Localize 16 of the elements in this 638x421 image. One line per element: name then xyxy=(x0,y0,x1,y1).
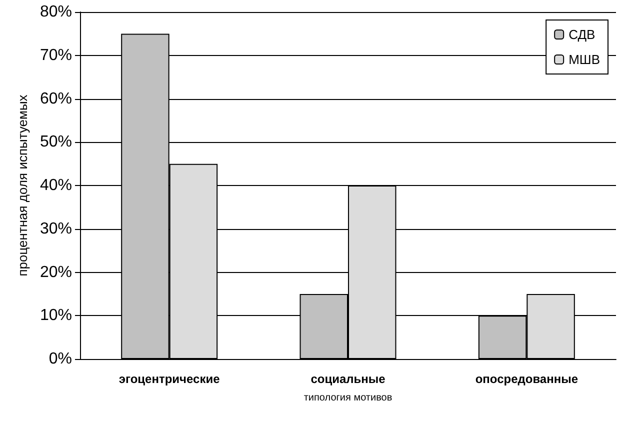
y-tick-label: 50% xyxy=(40,134,72,151)
y-tick-label: 30% xyxy=(40,220,72,238)
x-axis-title: типология мотивов xyxy=(304,392,392,404)
x-tick-label: эгоцентрические xyxy=(118,372,220,386)
legend-label: МШВ xyxy=(568,52,600,67)
y-tick-label: 80% xyxy=(40,4,72,20)
x-tick-label: опосредованные xyxy=(475,372,578,386)
x-tick-label: социальные xyxy=(310,372,386,386)
y-tick-label: 40% xyxy=(40,177,72,194)
y-tick-label: 20% xyxy=(40,264,72,281)
y-axis-title: процентная доля испытуемых xyxy=(15,94,30,276)
y-tick-label: 10% xyxy=(40,307,72,324)
y-tick-label: 0% xyxy=(48,350,72,368)
legend-label: СДВ xyxy=(568,27,596,42)
y-tick-label: 70% xyxy=(40,46,72,64)
y-tick-label: 60% xyxy=(40,90,72,108)
